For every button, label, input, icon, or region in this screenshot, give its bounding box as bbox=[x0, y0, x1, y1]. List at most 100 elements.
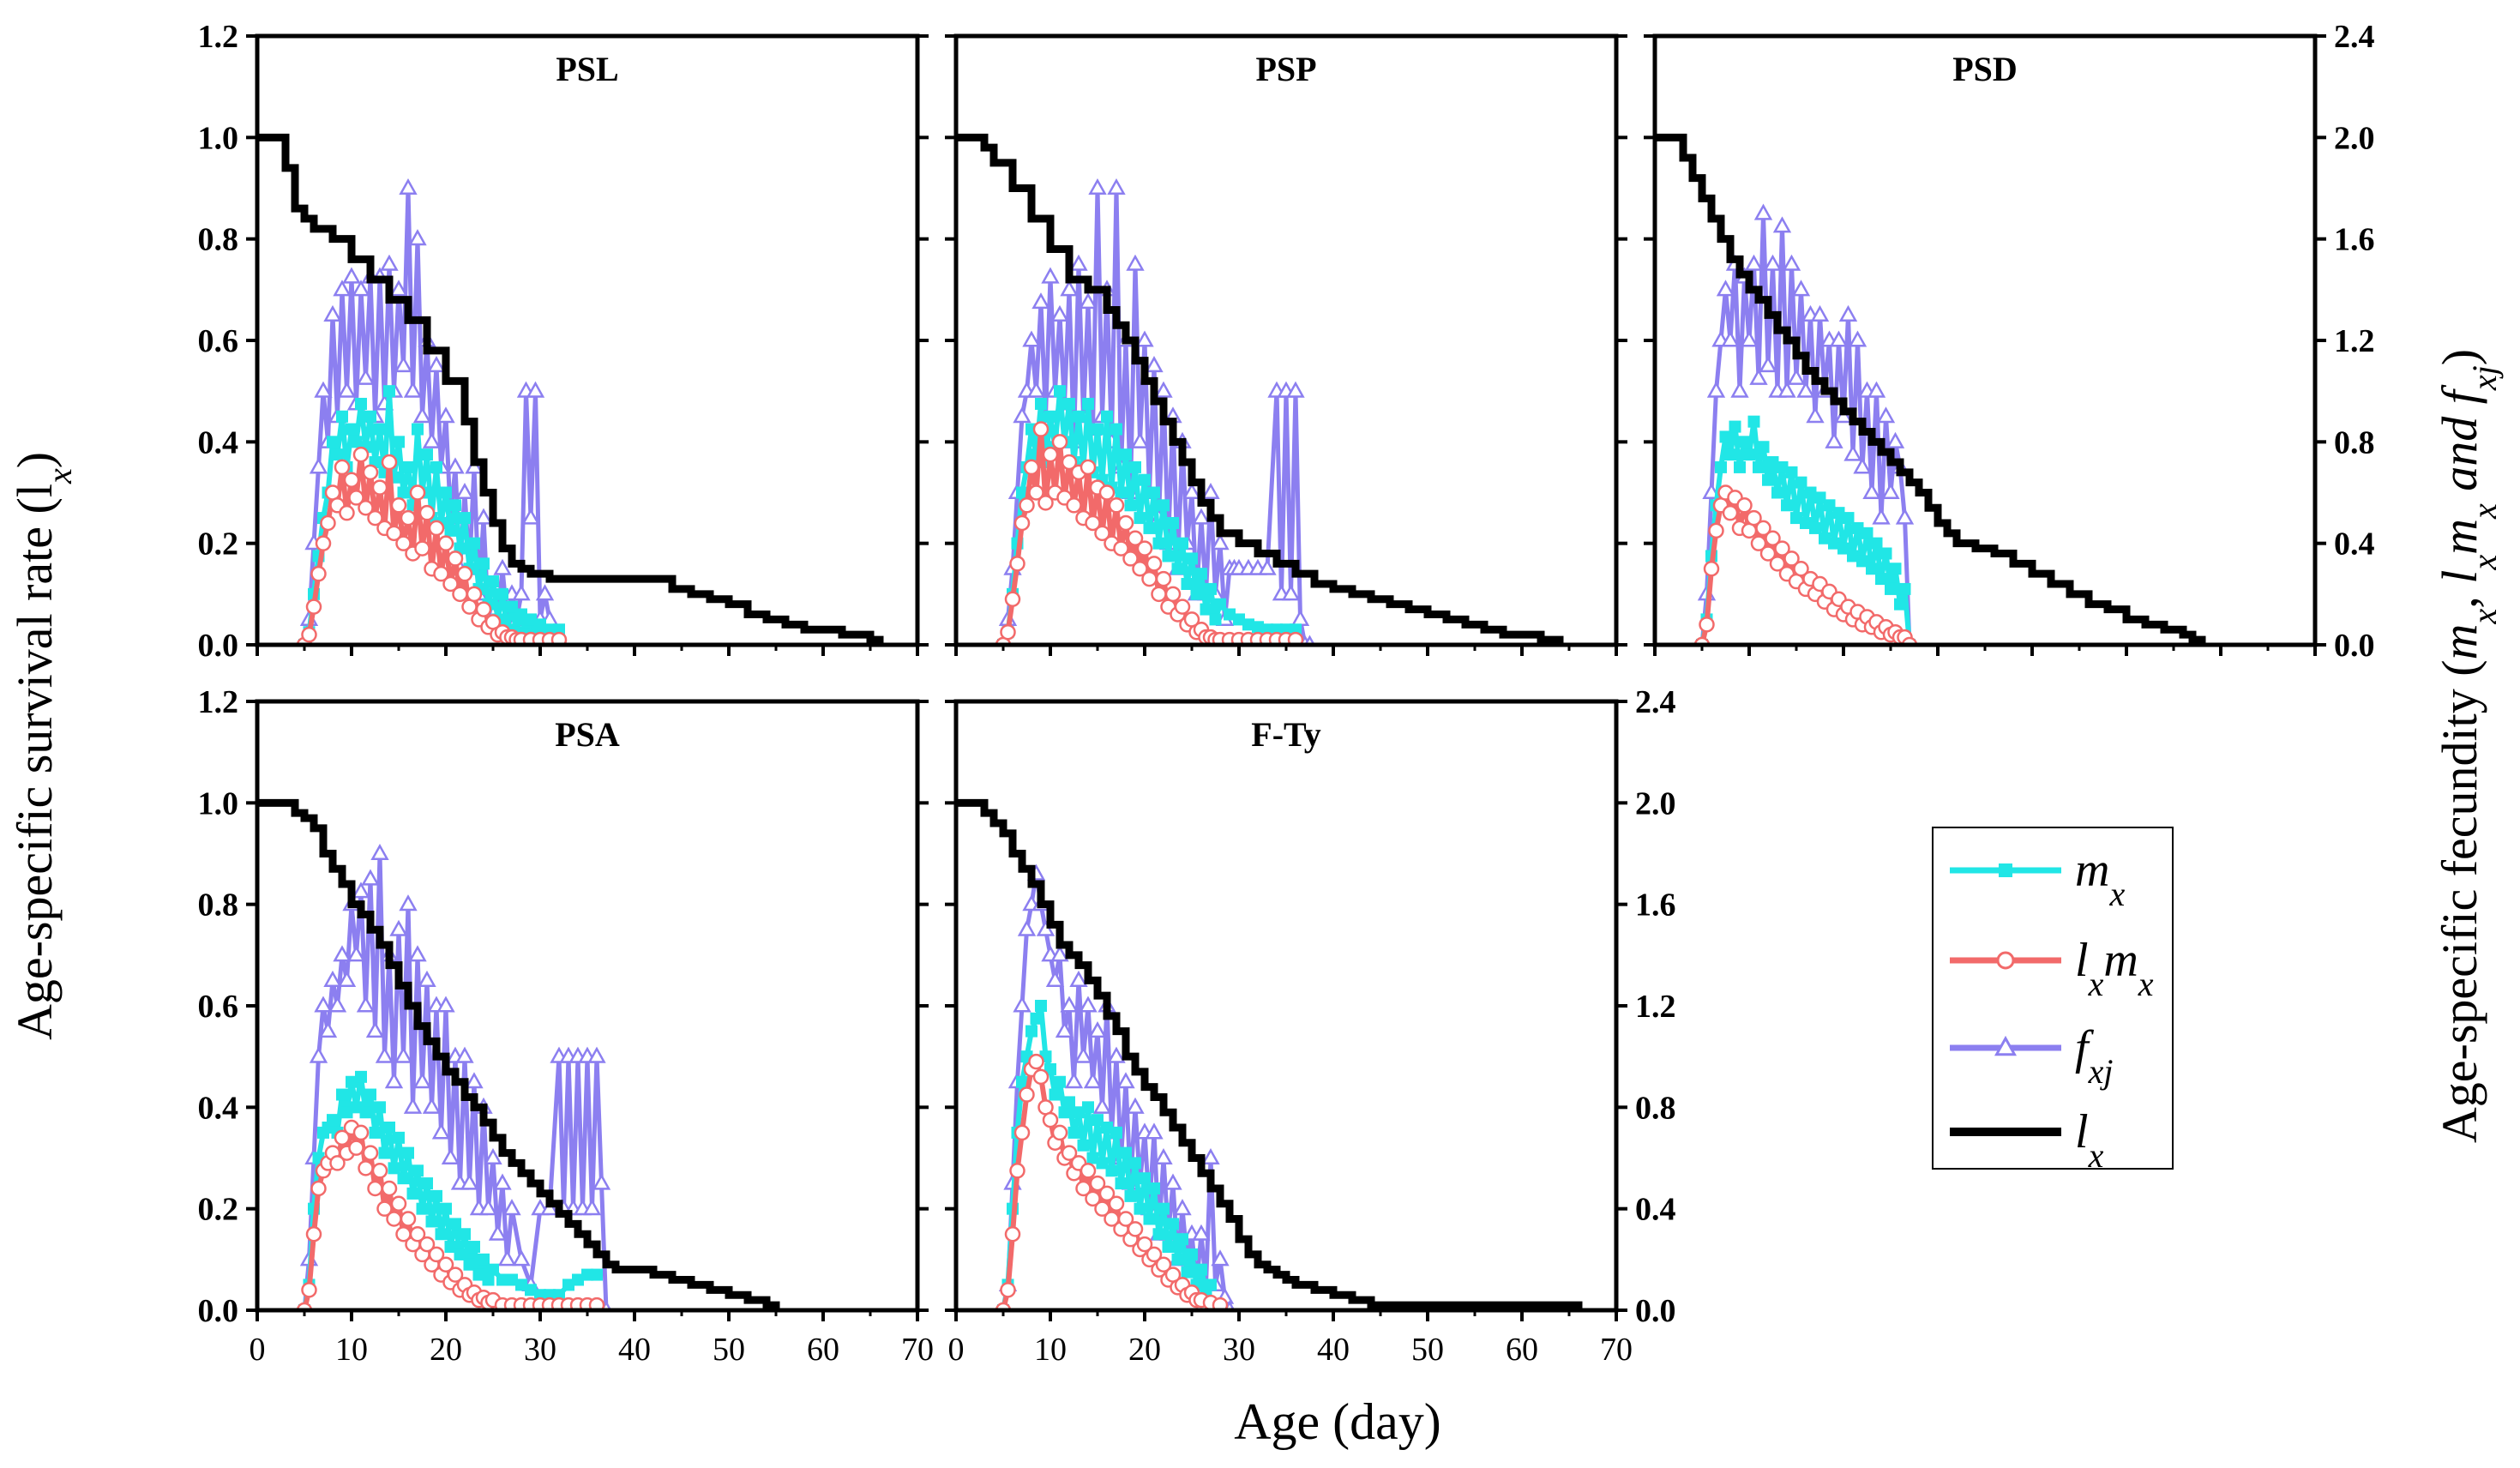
mx-point bbox=[525, 613, 537, 626]
mx-point bbox=[1819, 532, 1831, 544]
mx-point bbox=[1214, 598, 1226, 611]
fxj-point bbox=[1740, 330, 1759, 347]
fxj-point bbox=[455, 482, 474, 500]
fxj-point bbox=[361, 869, 380, 886]
lxmx-point bbox=[395, 535, 412, 551]
legend-swatch-marker bbox=[1999, 863, 2012, 877]
legend-swatch-marker bbox=[1994, 1035, 2018, 1056]
lxmx-point bbox=[1051, 434, 1068, 450]
lxmx-point bbox=[452, 586, 468, 603]
lxmx-point bbox=[390, 1195, 407, 1212]
lxmx-point bbox=[1136, 1236, 1153, 1253]
mx-point bbox=[1205, 1278, 1217, 1291]
mx-point bbox=[1734, 460, 1746, 473]
mx-point bbox=[336, 1088, 348, 1101]
fxj-point bbox=[1286, 381, 1305, 398]
mx-point bbox=[1092, 1114, 1104, 1127]
lxmx-point bbox=[1000, 623, 1016, 641]
x-tick-label: 10 bbox=[1034, 1332, 1067, 1368]
lxmx-point bbox=[1009, 556, 1025, 572]
lxmx-point bbox=[1094, 525, 1110, 542]
mx-point bbox=[1724, 448, 1736, 461]
fxj-point bbox=[1211, 1249, 1230, 1266]
lxmx-point bbox=[1051, 1124, 1068, 1141]
mx-point bbox=[364, 410, 376, 423]
mx-point bbox=[346, 423, 358, 436]
mx-point bbox=[1743, 448, 1755, 461]
fxj-point bbox=[399, 894, 418, 911]
lxmx-point bbox=[1174, 599, 1191, 615]
mx-point bbox=[1171, 1253, 1184, 1266]
mx-point bbox=[1167, 517, 1179, 529]
lxmx-point bbox=[305, 599, 322, 615]
lxmx-point bbox=[1132, 561, 1148, 577]
fxj-point bbox=[1064, 1072, 1084, 1089]
y-right-tick-label: 0.4 bbox=[2334, 526, 2375, 563]
fxj-point bbox=[1759, 356, 1777, 373]
plot-area bbox=[1655, 133, 2206, 645]
lxmx-point bbox=[447, 550, 464, 567]
mx-point bbox=[388, 1162, 400, 1175]
fxj-point bbox=[1088, 1021, 1107, 1038]
lxmx-point bbox=[1736, 497, 1753, 514]
lxmx-point bbox=[437, 535, 454, 551]
x-tick-label: 50 bbox=[1411, 1332, 1444, 1368]
lxmx-point bbox=[433, 565, 449, 582]
fxj-point bbox=[493, 558, 512, 575]
mx-point bbox=[350, 436, 363, 448]
lxmx-point bbox=[305, 1226, 322, 1242]
plot-area bbox=[257, 798, 780, 1310]
lxmx-point bbox=[1037, 495, 1054, 511]
lxmx-point bbox=[1117, 1211, 1134, 1227]
mx-point bbox=[1252, 621, 1264, 634]
mx-point bbox=[1809, 521, 1821, 534]
fxj-point bbox=[502, 1199, 521, 1216]
lxmx-point bbox=[315, 535, 332, 551]
fxj-point bbox=[337, 970, 357, 987]
mx-point bbox=[1092, 423, 1104, 436]
mx-point bbox=[350, 1101, 363, 1114]
fxj-point bbox=[497, 1249, 517, 1266]
chart-panels: PSL 0.0 0.2 0.4 0.6 0.8 1.0 1.2 PSP PSD 0.0 0.4 0.8 1… bbox=[198, 19, 2375, 1368]
fxj-point bbox=[1867, 381, 1886, 398]
mx-point bbox=[430, 1189, 442, 1202]
fxj-point bbox=[526, 381, 545, 398]
chart-panel-psl: PSL 0.0 0.2 0.4 0.6 0.8 1.0 1.2 bbox=[198, 19, 929, 664]
mx-point bbox=[1068, 1126, 1080, 1139]
mx-point bbox=[534, 618, 546, 631]
mx-point bbox=[393, 1131, 405, 1144]
mx-point bbox=[355, 1070, 367, 1083]
lxmx-point bbox=[409, 484, 426, 501]
fxj-point bbox=[427, 356, 446, 373]
fxj-point bbox=[1088, 177, 1107, 196]
mx-point bbox=[1035, 397, 1047, 410]
lxmx-point bbox=[1028, 1053, 1044, 1070]
mx-point bbox=[515, 1278, 527, 1291]
mx-point bbox=[1747, 415, 1760, 428]
lxmx-point bbox=[1108, 1195, 1125, 1212]
mx-point bbox=[581, 1268, 593, 1281]
lxmx-point bbox=[1019, 497, 1035, 514]
fxj-point bbox=[1853, 457, 1872, 474]
mx-point bbox=[1762, 473, 1774, 486]
lxmx-point bbox=[1042, 446, 1059, 463]
mx-point bbox=[1152, 537, 1165, 550]
panel-title: F-Ty bbox=[1251, 715, 1320, 754]
lxmx-point bbox=[358, 1160, 374, 1176]
fxj-point bbox=[356, 996, 376, 1013]
y-right-tick-label: 1.2 bbox=[1635, 989, 1676, 1025]
fxj-point bbox=[1116, 1072, 1135, 1089]
lxmx-point bbox=[1089, 1175, 1106, 1192]
mx-point bbox=[478, 1253, 490, 1266]
chart-panel-psp: PSP bbox=[945, 33, 1627, 656]
mx-point bbox=[421, 1177, 433, 1190]
mx-point bbox=[572, 1273, 584, 1286]
fxj-point bbox=[389, 919, 408, 936]
mx-point bbox=[449, 499, 461, 512]
lxmx-point bbox=[1746, 509, 1762, 526]
lxmx-point bbox=[1703, 561, 1720, 577]
fxj-point bbox=[1281, 584, 1301, 601]
mx-point bbox=[1195, 568, 1207, 581]
mx-point bbox=[1077, 1139, 1090, 1152]
